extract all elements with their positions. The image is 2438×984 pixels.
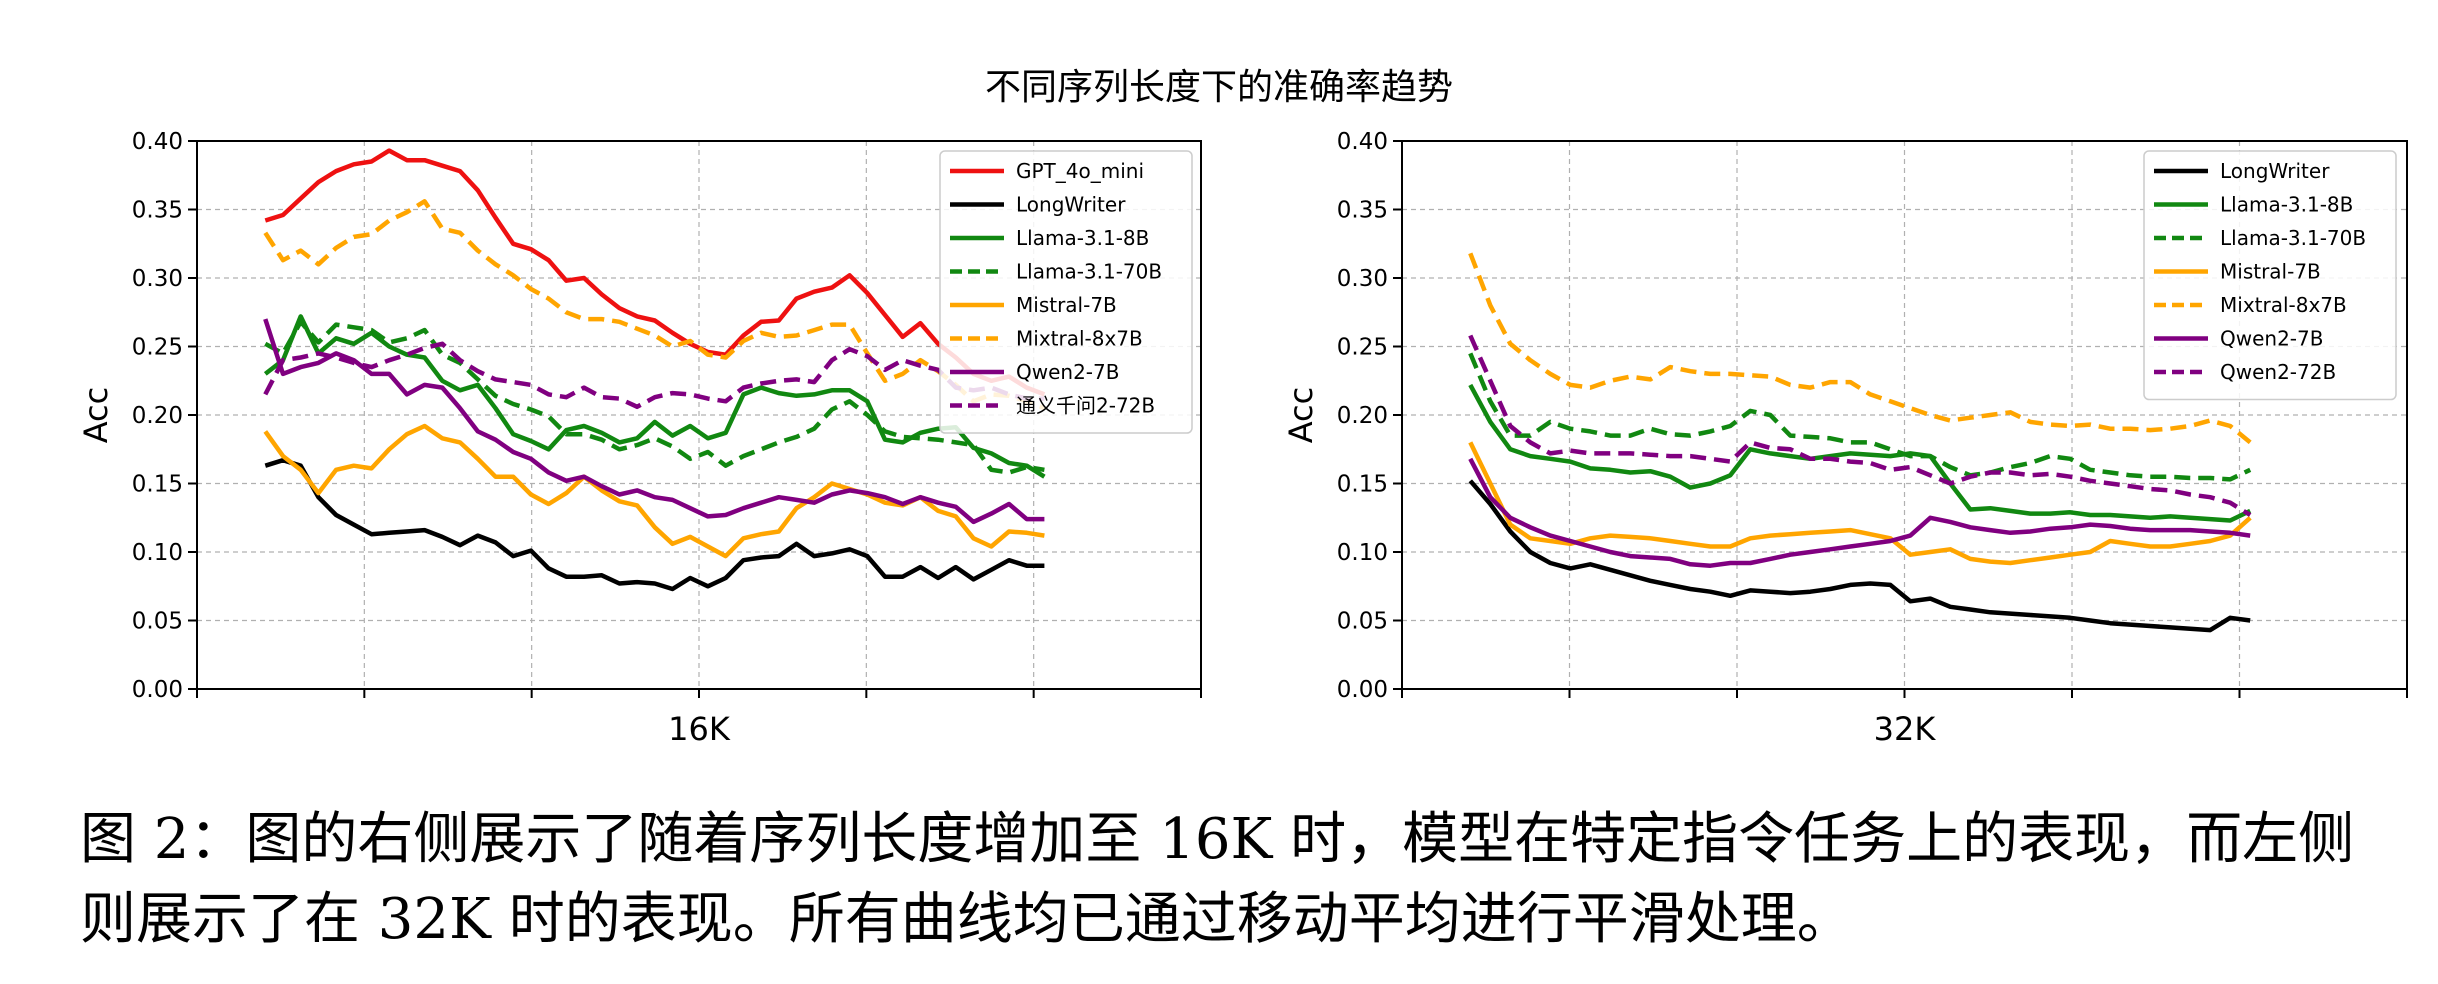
legend-box bbox=[939, 150, 1193, 434]
series-line-1 bbox=[264, 457, 1045, 592]
y-tick-label: 0.25 bbox=[132, 335, 183, 361]
y-tick-label: 0.25 bbox=[1337, 335, 1388, 361]
legend-label-7: 通义千问2-72B bbox=[1016, 394, 1155, 418]
y-tick-label: 0.00 bbox=[132, 677, 183, 703]
series-line-3 bbox=[1468, 441, 2252, 566]
legend-label-3: Llama-3.1-70B bbox=[1016, 260, 1162, 284]
series-line-6 bbox=[1468, 334, 2252, 517]
y-tick-label: 0.40 bbox=[132, 129, 183, 155]
y-tick-label: 0.20 bbox=[132, 403, 183, 429]
legend-label-3: Mistral-7B bbox=[2220, 260, 2321, 284]
series-line-5 bbox=[1468, 457, 2251, 568]
legend-label-5: Qwen2-7B bbox=[2220, 327, 2323, 351]
legend-label-6: Qwen2-72B bbox=[2220, 360, 2336, 384]
x-axis-label: 16K bbox=[668, 710, 731, 748]
y-tick-label: 0.30 bbox=[132, 266, 183, 292]
legend-label-1: Llama-3.1-8B bbox=[2220, 193, 2353, 217]
y-axis-label: Acc bbox=[1282, 387, 1320, 444]
series-line-3 bbox=[264, 319, 1045, 475]
legend-label-0: LongWriter bbox=[2220, 159, 2330, 183]
legend-label-5: Mixtral-8x7B bbox=[1016, 327, 1143, 351]
x-axis-label: 32K bbox=[1874, 710, 1937, 748]
plot-frame bbox=[1401, 140, 2408, 690]
y-tick-label: 0.05 bbox=[1337, 609, 1388, 635]
series-line-2 bbox=[1468, 352, 2252, 482]
legend-label-4: Mixtral-8x7B bbox=[2220, 293, 2347, 317]
y-tick-label: 0.10 bbox=[132, 540, 183, 566]
y-tick-label: 0.40 bbox=[1337, 129, 1388, 155]
series-line-7 bbox=[263, 341, 1045, 410]
figure-caption: 图 2：图的右侧展示了随着序列长度增加至 16K 时，模型在特定指令任务上的表现… bbox=[80, 807, 2355, 952]
y-axis-label: Acc bbox=[77, 387, 115, 444]
y-tick-label: 0.00 bbox=[1337, 677, 1388, 703]
figure-title: 不同序列长度下的准确率趋势 bbox=[984, 67, 1453, 108]
series-line-1 bbox=[1468, 383, 2252, 523]
legend-label-2: Llama-3.1-70B bbox=[2220, 226, 2366, 250]
y-tick-label: 0.15 bbox=[132, 472, 183, 498]
series-line-0 bbox=[1468, 479, 2251, 633]
legend-label-6: Qwen2-7B bbox=[1016, 360, 1119, 384]
y-tick-label: 0.10 bbox=[1337, 540, 1388, 566]
plot-frame bbox=[196, 140, 1202, 690]
legend-label-0: GPT_4o_mini bbox=[1016, 159, 1144, 183]
legend-label-4: Mistral-7B bbox=[1016, 293, 1117, 317]
series-line-6 bbox=[263, 318, 1045, 525]
series-line-4 bbox=[1468, 252, 2252, 445]
y-tick-label: 0.20 bbox=[1337, 403, 1388, 429]
y-tick-label: 0.35 bbox=[132, 198, 183, 224]
y-tick-label: 0.35 bbox=[1337, 198, 1388, 224]
y-tick-label: 0.30 bbox=[1337, 266, 1388, 292]
series-line-0 bbox=[264, 148, 1046, 397]
legend-label-2: Llama-3.1-8B bbox=[1016, 226, 1149, 250]
legend-label-1: LongWriter bbox=[1016, 193, 1126, 217]
y-tick-label: 0.05 bbox=[132, 609, 183, 635]
y-tick-label: 0.15 bbox=[1337, 472, 1388, 498]
